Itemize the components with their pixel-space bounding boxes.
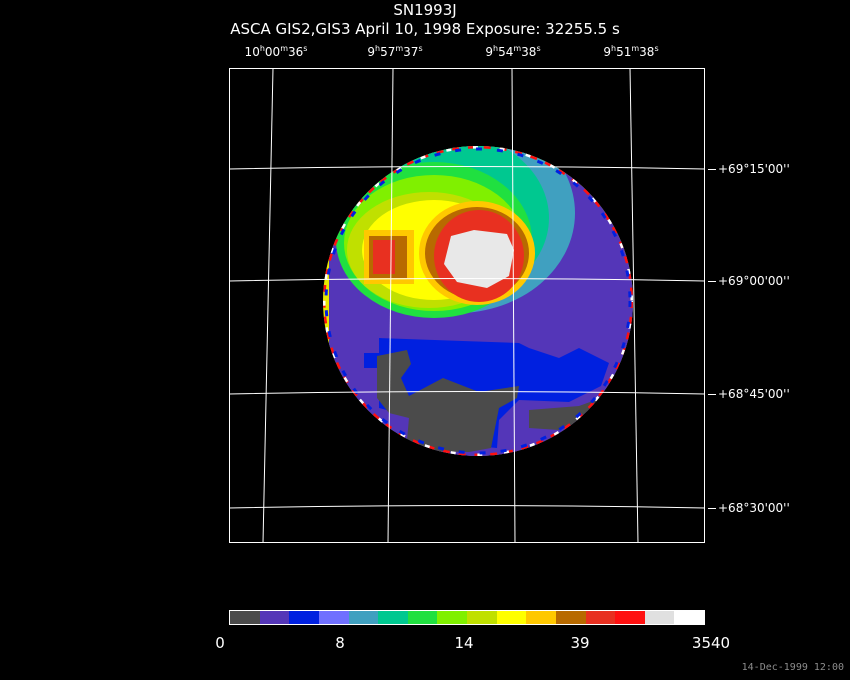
color-swatch-6 [378, 611, 408, 624]
dec-label-2: +69°00'00'' [708, 274, 790, 288]
color-swatch-2 [259, 611, 290, 624]
scale-label-0: 0 [215, 634, 225, 652]
color-swatch-15 [644, 611, 675, 624]
grid-dec-2 [229, 278, 705, 282]
grid-dec-3 [229, 391, 705, 395]
map-frame [229, 68, 705, 543]
scale-label-14: 14 [454, 634, 474, 652]
grid-dec-4 [229, 505, 705, 509]
color-swatch-3 [289, 611, 319, 624]
scale-label-39: 39 [570, 634, 590, 652]
color-swatch-14 [615, 611, 645, 624]
grid-dec-1 [229, 166, 705, 170]
source-b-red [373, 240, 395, 274]
region-dark [377, 350, 519, 452]
grid-ra-2 [387, 68, 394, 543]
dec-label-3: +68°45'00'' [708, 387, 790, 401]
ra-label-3: 9h54m38s [485, 44, 541, 59]
color-swatch-10 [496, 611, 527, 624]
color-swatch-13 [585, 611, 616, 624]
scale-label-3540: 3540 [691, 634, 731, 652]
intensity-map [323, 146, 633, 456]
timestamp: 14-Dec-1999 12:00 [741, 662, 844, 673]
xray-image-map [229, 68, 705, 543]
dec-label-1: +69°15'00'' [708, 162, 790, 176]
grid-ra-3 [511, 68, 516, 543]
color-swatch-5 [348, 611, 379, 624]
color-swatch-1 [230, 611, 260, 624]
edge-blue [324, 147, 632, 455]
color-swatch-7 [407, 611, 438, 624]
grid-ra-4 [629, 68, 639, 543]
grid-ra-1 [262, 68, 274, 543]
dec-label-4: +68°30'00'' [708, 501, 790, 515]
color-swatch-9 [467, 611, 497, 624]
color-swatch-11 [526, 611, 556, 624]
scale-label-8: 8 [335, 634, 345, 652]
ra-label-2: 9h57m37s [367, 44, 423, 59]
color-swatch-8 [437, 611, 467, 624]
ra-label-4: 9h51m38s [603, 44, 659, 59]
color-swatch-16 [674, 611, 704, 624]
color-swatch-4 [318, 611, 349, 624]
ra-label-1: 10h00m36s [244, 44, 308, 59]
image-title: SN1993J [393, 1, 457, 19]
source-a-core [444, 230, 514, 288]
image-subtitle: ASCA GIS2,GIS3 April 10, 1998 Exposure: … [230, 20, 620, 38]
color-scale-bar [229, 610, 705, 625]
color-swatch-12 [555, 611, 586, 624]
coordinate-grid [229, 68, 705, 543]
